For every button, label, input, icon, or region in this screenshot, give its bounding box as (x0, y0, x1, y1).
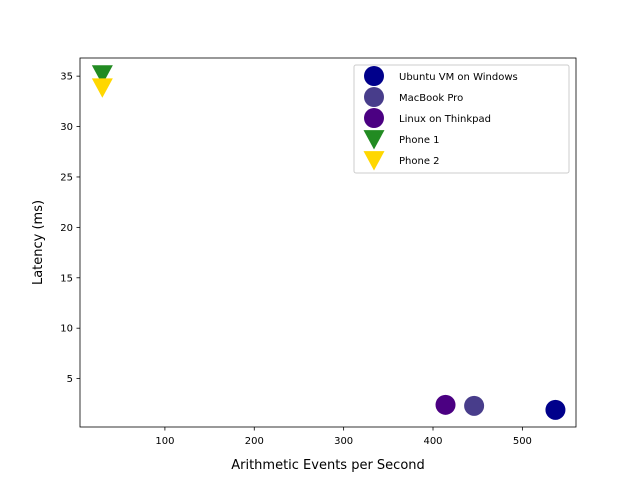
x-axis-ticks: 100 200 300 400 500 (155, 427, 532, 447)
y-axis-ticks: 5 10 15 20 25 30 35 (60, 72, 80, 385)
x-tick-label: 200 (245, 436, 264, 447)
y-tick-label: 25 (60, 172, 73, 183)
legend-box (353, 64, 570, 174)
y-tick-label: 30 (60, 122, 73, 133)
legend-marker-phone-1 (363, 130, 385, 150)
legend-label-ubuntu-vm-on-windows: Ubuntu VM on Windows (399, 72, 518, 83)
x-tick-label: 400 (423, 436, 442, 447)
legend-label-macbook-pro: MacBook Pro (399, 93, 463, 104)
legend-marker-macbook-pro (364, 87, 384, 107)
legend-marker-linux-on-thinkpad (364, 108, 384, 128)
legend: Ubuntu VM on Windows MacBook Pro Linux on … (353, 64, 570, 174)
data-point-phone-1 (91, 65, 113, 85)
x-tick-label: 500 (513, 436, 532, 447)
y-tick-label: 10 (60, 324, 73, 335)
legend-label-phone-2: Phone 2 (399, 156, 440, 167)
y-tick-label: 15 (60, 273, 73, 284)
legend-marker-phone-2 (363, 151, 385, 171)
x-tick-label: 100 (155, 436, 174, 447)
y-tick-label: 5 (67, 374, 73, 385)
legend-label-linux-on-thinkpad: Linux on Thinkpad (399, 114, 491, 125)
legend-label-phone-1: Phone 1 (399, 135, 440, 146)
data-point-phone-2 (91, 78, 113, 98)
data-point-ubuntu-vm-on-windows (545, 399, 566, 420)
y-axis-label: Latency (ms) (31, 200, 46, 285)
data-point-macbook-pro (464, 395, 485, 416)
x-tick-label: 300 (334, 436, 353, 447)
data-point-linux-on-thinkpad (435, 394, 456, 415)
y-tick-label: 35 (60, 72, 73, 83)
data-points (91, 65, 566, 420)
x-axis-label: Arithmetic Events per Second (231, 458, 425, 473)
plot-frame (79, 57, 577, 428)
y-tick-label: 20 (60, 223, 73, 234)
legend-marker-ubuntu-vm-on-windows (364, 66, 384, 86)
